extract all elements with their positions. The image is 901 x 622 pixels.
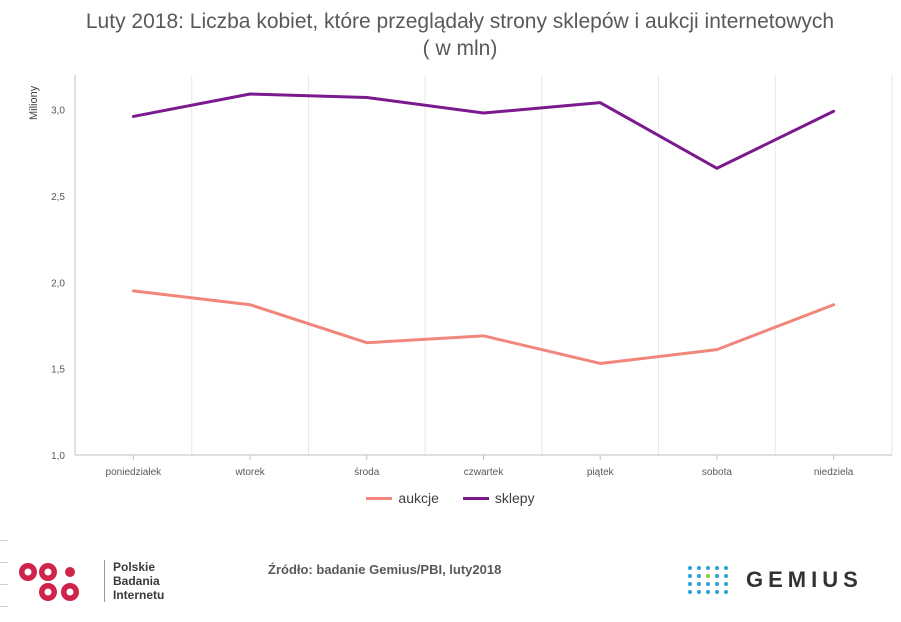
x-tick-label: piątek (587, 467, 615, 478)
legend-item-aukcje[interactable]: aukcje (366, 490, 439, 506)
gemius-dot (715, 590, 719, 594)
gemius-dot (724, 574, 728, 578)
gemius-dot (706, 574, 710, 578)
x-tick-label: środa (354, 467, 379, 478)
pbi-dot-hole (24, 568, 32, 576)
gemius-dots-icon (688, 566, 728, 594)
gemius-dot (724, 566, 728, 570)
gemius-dot (715, 582, 719, 586)
gemius-dot (706, 590, 710, 594)
series-lines (131, 92, 836, 365)
legend-label-aukcje: aukcje (398, 490, 439, 506)
divider (0, 540, 8, 541)
x-tick-label: poniedziałek (106, 467, 163, 478)
gemius-dot (706, 582, 710, 586)
gemius-dot (688, 566, 692, 570)
gemius-dot (688, 590, 692, 594)
x-tick-label: czwartek (464, 467, 504, 478)
x-tick-label: wtorek (234, 467, 265, 478)
gridlines (74, 75, 893, 455)
y-tick-labels: 1,0 1,5 2,0 2,5 3,0 (51, 106, 65, 462)
legend-label-sklepy: sklepy (494, 490, 535, 506)
pbi-dot-hole (44, 588, 52, 596)
legend-swatch-aukcje (366, 496, 393, 500)
gemius-dot (706, 566, 710, 570)
gemius-dot (724, 590, 728, 594)
pbi-dot-hole (44, 568, 52, 576)
gemius-dot (724, 582, 728, 586)
legend-swatch-sklepy (462, 496, 489, 500)
x-tick-label: niedziela (814, 467, 854, 478)
pbi-line: Internetu (113, 588, 165, 602)
gemius-dot (715, 574, 719, 578)
gemius-dot (697, 566, 701, 570)
y-tick-label: 2,5 (51, 192, 65, 203)
x-tick-labels: poniedziałek wtorek środa czwartek piątek sob… (106, 467, 854, 478)
y-tick-label: 2,0 (51, 278, 65, 289)
x-tick-label: sobota (702, 467, 732, 478)
chart-title: Luty 2018: Liczba kobiet, które przegląd… (85, 10, 835, 60)
legend: aukcje sklepy (0, 490, 901, 506)
y-tick-label: 3,0 (51, 106, 65, 117)
divider (0, 606, 8, 607)
gemius-wordmark: GEMIUS (746, 567, 863, 592)
legend-item-sklepy[interactable]: sklepy (462, 490, 535, 506)
gemius-logo: GEMIUS (686, 565, 863, 595)
divider (0, 562, 8, 563)
gemius-dot (688, 574, 692, 578)
gemius-dot (697, 590, 701, 594)
pbi-logo-icon (19, 563, 79, 601)
series-line-sklepy (131, 92, 836, 170)
axes (74, 75, 892, 460)
gemius-dot (715, 566, 719, 570)
y-tick-label: 1,5 (51, 365, 65, 376)
line-chart: 1,0 1,5 2,0 2,5 3,0 poniedziałek wtorek środa c… (51, 75, 893, 478)
divider (0, 584, 8, 585)
series-line-aukcje (131, 289, 836, 365)
pbi-name: Polskie Badania Internetu (104, 560, 164, 602)
y-tick-label: 1,0 (51, 451, 65, 462)
gemius-dot (697, 582, 701, 586)
pbi-line: Polskie (113, 560, 156, 574)
pbi-line: Badania (113, 574, 160, 588)
pbi-dot (65, 567, 75, 577)
gemius-dot (697, 574, 701, 578)
source-note: Źródło: badanie Gemius/PBI, luty2018 (268, 562, 502, 577)
pbi-dot-hole (66, 588, 74, 596)
gemius-dot (688, 582, 692, 586)
